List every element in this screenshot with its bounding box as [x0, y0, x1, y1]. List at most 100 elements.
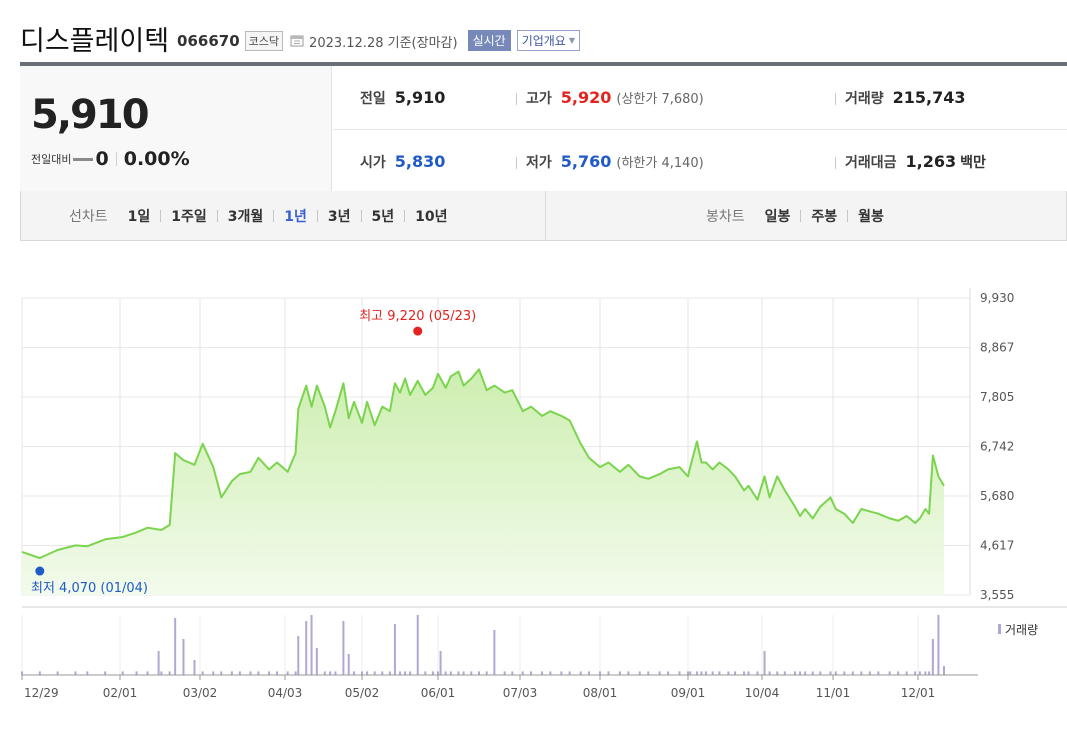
- volume-bar: [667, 671, 670, 675]
- volume-bar: [104, 671, 107, 675]
- volume-bar: [888, 671, 891, 675]
- volume-bar: [829, 671, 832, 675]
- stat-volume: 거래량 215,743: [845, 88, 966, 108]
- volume-bar: [56, 671, 59, 675]
- period-tab-3[interactable]: 1년: [284, 208, 307, 225]
- volume-bar: [776, 671, 779, 675]
- volume-bar: [315, 648, 318, 675]
- volume-bar: [727, 671, 730, 675]
- as-of-date: 2023.12.28 기준(장마감): [309, 35, 458, 51]
- stat-trade-amount: 거래대금 1,263 백만: [845, 152, 986, 172]
- divider: [273, 209, 275, 222]
- candle-tab-0[interactable]: 일봉: [764, 208, 791, 225]
- divider: [160, 209, 162, 222]
- upper-limit: (상한가 7,680): [616, 88, 703, 107]
- divider: [847, 209, 849, 222]
- volume-bar: [157, 651, 160, 675]
- stat-value: 5,910: [394, 88, 446, 107]
- stat-open: 시가 5,830: [360, 152, 445, 172]
- lower-limit-label: (하한가: [616, 156, 658, 171]
- volume-bar: [257, 671, 260, 675]
- stats-row: 시가 5,830 저가 5,760 (하한가 4,140) 거래대금 1,263…: [333, 130, 1067, 195]
- y-tick-label: 3,555: [980, 588, 1014, 602]
- volume-bar: [470, 671, 473, 675]
- y-tick-label: 6,742: [980, 440, 1014, 454]
- volume-bar: [897, 671, 900, 675]
- period-tab-4[interactable]: 3년: [327, 208, 351, 225]
- volume-bar: [135, 671, 138, 675]
- period-tab-2[interactable]: 3개월: [227, 208, 264, 225]
- x-tick-label: 08/01: [583, 686, 618, 700]
- x-tick-label: 05/02: [345, 686, 380, 700]
- x-tick-label: 06/01: [421, 686, 456, 700]
- chart-period-bar: 선차트 1일 1주일 3개월 1년 3년 5년 10년 봉차트 일봉 주봉 월봉: [20, 191, 1067, 241]
- volume-bar: [905, 671, 908, 675]
- volume-bar: [711, 671, 714, 675]
- candle-tab-1[interactable]: 주봉: [811, 208, 838, 225]
- volume-bar: [695, 671, 698, 675]
- period-tab-0[interactable]: 1일: [127, 208, 151, 225]
- upper-limit-value: 7,680): [661, 92, 704, 107]
- volume-bar: [549, 671, 552, 675]
- price-area: [22, 369, 944, 595]
- stat-label: 전일: [360, 91, 386, 107]
- volume-bar: [718, 671, 721, 675]
- volume-legend: 거래량: [1005, 623, 1038, 637]
- x-tick-label: 12/01: [901, 686, 936, 700]
- volume-bar: [366, 671, 369, 675]
- volume-bar: [416, 615, 419, 675]
- volume-bar: [768, 671, 771, 675]
- x-tick-label: 02/01: [103, 686, 138, 700]
- volume-bar: [627, 671, 630, 675]
- lower-limit: (하한가 4,140): [616, 152, 703, 171]
- volume-bar: [462, 671, 465, 675]
- volume-bar: [399, 671, 401, 675]
- price-summary: 5,910 전일대비 0 0.00% 전일 5,910 고가 5,920 (상한…: [20, 62, 1067, 242]
- volume-bar: [437, 671, 439, 675]
- volume-bar: [811, 671, 814, 675]
- volume-bar: [249, 671, 252, 675]
- stat-high: 고가 5,920 (상한가 7,680): [526, 88, 704, 108]
- volume-bar: [353, 671, 356, 675]
- volume-bar: [323, 671, 326, 675]
- divider: [404, 209, 406, 222]
- volume-bar: [493, 630, 496, 675]
- stat-value: 215,743: [892, 88, 966, 107]
- volume-bar: [851, 671, 854, 675]
- period-tab-6[interactable]: 10년: [415, 208, 448, 225]
- volume-legend-swatch: [998, 624, 1001, 634]
- period-tab-5[interactable]: 5년: [371, 208, 395, 225]
- x-tick-label: 11/01: [816, 686, 851, 700]
- volume-bar: [560, 671, 563, 675]
- x-tick-label: 10/04: [745, 686, 780, 700]
- candle-tab-2[interactable]: 월봉: [858, 208, 884, 225]
- volume-bar: [86, 671, 89, 675]
- volume-bar: [38, 671, 41, 675]
- volume-bar: [297, 636, 300, 675]
- volume-bar: [121, 671, 124, 675]
- volume-bar: [305, 621, 308, 675]
- stat-label: 시가: [360, 155, 386, 171]
- divider: [115, 152, 117, 166]
- volume-bar: [743, 671, 746, 675]
- high-annotation: 최고 9,220 (05/23): [359, 309, 476, 324]
- volume-bar: [310, 615, 313, 675]
- stat-low: 저가 5,760 (하한가 4,140): [526, 152, 704, 172]
- low-marker: [35, 566, 45, 576]
- volume-bar: [700, 671, 703, 675]
- period-tab-1[interactable]: 1주일: [171, 208, 207, 225]
- realtime-button[interactable]: 실시간: [467, 30, 511, 51]
- price-line: [21, 368, 945, 559]
- line-chart-periods: 선차트 1일 1주일 3개월 1년 3년 5년 10년: [21, 191, 546, 240]
- volume-bar: [687, 671, 689, 675]
- volume-bar: [799, 671, 802, 675]
- divider: [800, 209, 802, 222]
- volume-bar: [756, 671, 759, 675]
- current-price-box: 5,910 전일대비 0 0.00%: [20, 66, 332, 195]
- company-overview-dropdown[interactable]: 기업개요 ▼: [516, 30, 581, 51]
- change-row: 전일대비 0 0.00%: [31, 148, 190, 170]
- x-tick-label: 12/29: [24, 686, 59, 700]
- volume-bar: [804, 671, 807, 675]
- volume-bar: [763, 651, 766, 675]
- divider: [516, 93, 517, 105]
